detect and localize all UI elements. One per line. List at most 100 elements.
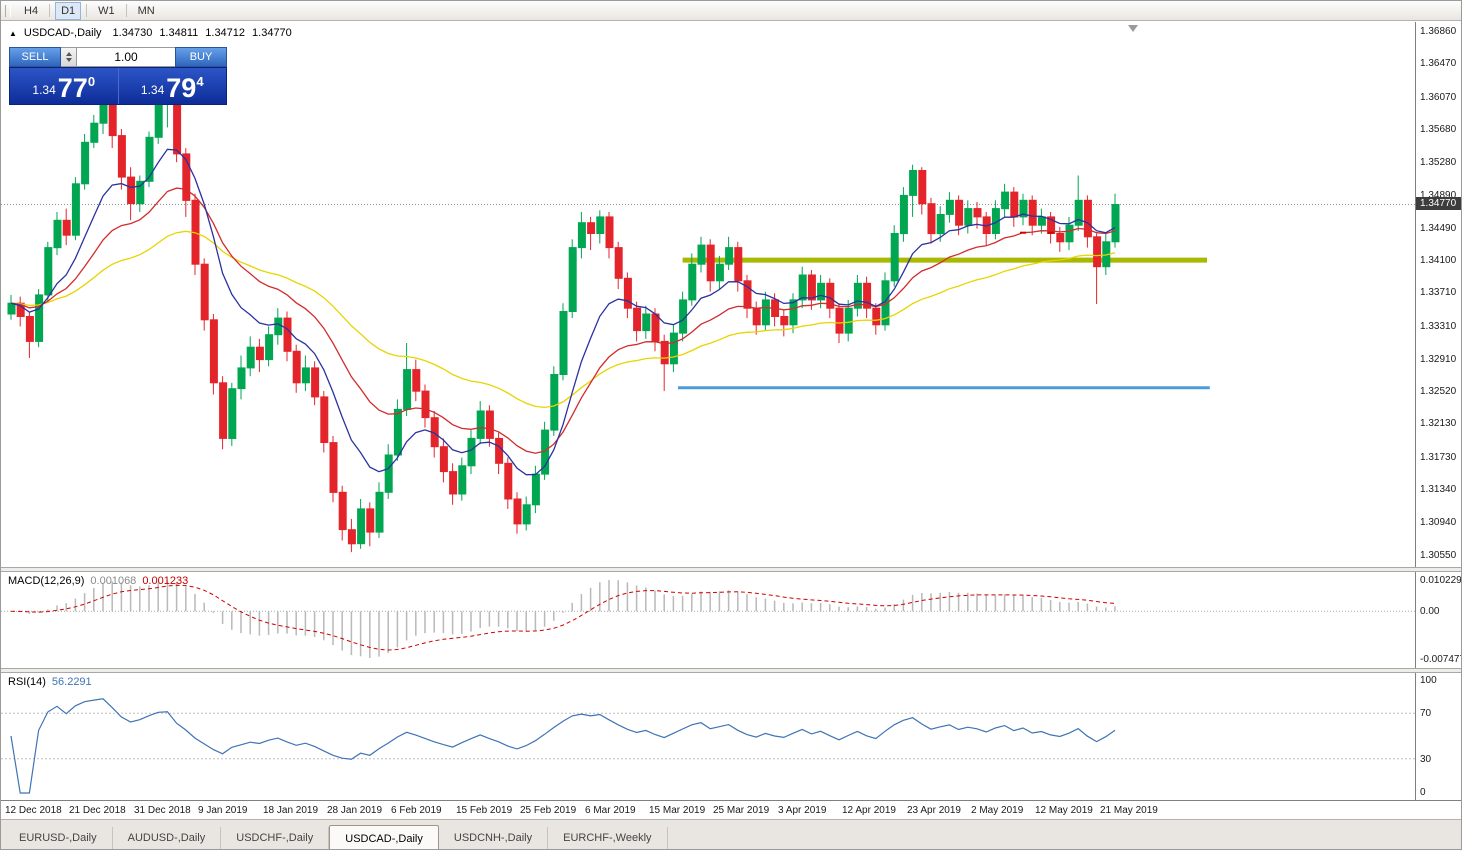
time-axis[interactable]: 12 Dec 2018 21 Dec 2018 31 Dec 2018 9 Jan 2… [1, 800, 1461, 819]
sell-price[interactable]: 1.34 77 0 [10, 68, 118, 104]
stepper-up-icon[interactable] [65, 52, 72, 56]
price-tick-label: 1.36470 [1420, 58, 1457, 69]
price-tick-label: 1.32910 [1420, 354, 1457, 365]
rsi-axis-label: 0 [1420, 787, 1426, 798]
date-tick-label: 23 Apr 2019 [907, 805, 961, 816]
date-tick-label: 28 Jan 2019 [327, 805, 383, 816]
rsi-axis-label: 70 [1420, 708, 1432, 719]
rsi-name: RSI(14) [8, 676, 46, 688]
date-tick-label: 15 Mar 2019 [649, 805, 706, 816]
toolbar-separator [86, 4, 88, 17]
sell-button[interactable]: SELL [9, 47, 61, 67]
price-tick-label: 1.32130 [1420, 418, 1457, 429]
price-tick-label: 1.35680 [1420, 124, 1457, 135]
date-tick-label: 12 Dec 2018 [5, 805, 62, 816]
price-tick-label: 1.31340 [1420, 484, 1457, 495]
ma-mid [10, 187, 1116, 454]
timeframe-button-h4[interactable]: H4 [24, 4, 39, 17]
chart-tab-audusd-daily[interactable]: AUDUSD-,Daily [113, 827, 222, 849]
price-tick-label: 1.36070 [1420, 92, 1457, 103]
candles [7, 84, 1120, 553]
date-tick-label: 6 Mar 2019 [585, 805, 636, 816]
chart-tab-eurusd-daily[interactable]: EURUSD-,Daily [4, 827, 113, 849]
stepper-down-icon[interactable] [65, 58, 72, 62]
rsi-axis-label: 30 [1420, 754, 1432, 765]
quote-divider [117, 68, 119, 104]
rsi-pane[interactable]: RSI(14) 56.2291 [1, 673, 1415, 800]
date-tick-label: 15 Feb 2019 [456, 805, 513, 816]
macd-pane[interactable]: MACD(12,26,9) 0.001068 0.001233 [1, 572, 1415, 668]
macd-axis-label: -0.007477 [1420, 654, 1462, 665]
date-tick-label: 12 Apr 2019 [842, 805, 896, 816]
volume-stepper[interactable] [61, 47, 77, 67]
date-tick-label: 3 Apr 2019 [778, 805, 827, 816]
macd-name: MACD(12,26,9) [8, 575, 85, 587]
moving-average-lines [10, 148, 1116, 476]
current-price-badge: 1.34770 [1416, 197, 1461, 210]
chart-tab-eurchf-weekly[interactable]: EURCHF-,Weekly [548, 827, 668, 849]
rsi-axis-label: 100 [1420, 675, 1437, 686]
price-tick-label: 1.35280 [1420, 157, 1457, 168]
buy-price[interactable]: 1.34 79 4 [119, 68, 227, 104]
price-tick-label: 1.30940 [1420, 517, 1457, 528]
price-tick-label: 1.34100 [1420, 255, 1457, 266]
macd-histogram [19, 580, 1116, 658]
date-tick-label: 31 Dec 2018 [134, 805, 191, 816]
date-tick-label: 9 Jan 2019 [198, 805, 248, 816]
macd-signal-value: 0.001233 [142, 575, 189, 587]
price-pane[interactable]: ▲ USDCAD-,Daily 1.34730 1.34811 1.34712 … [1, 22, 1415, 567]
date-tick-label: 6 Feb 2019 [391, 805, 442, 816]
date-tick-label: 25 Feb 2019 [520, 805, 577, 816]
rsi-line [10, 698, 1116, 794]
ohlc-low: 1.34712 [205, 27, 246, 39]
price-tick-label: 1.34890 [1420, 190, 1457, 201]
rsi-axis: 100 70 30 0 [1415, 673, 1461, 800]
price-tick-label: 1.33710 [1420, 287, 1457, 298]
date-tick-label: 18 Jan 2019 [263, 805, 319, 816]
volume-input[interactable] [77, 47, 175, 67]
timeframe-button-mn[interactable]: MN [137, 4, 155, 17]
buy-button[interactable]: BUY [175, 47, 227, 67]
price-tick-label: 1.33310 [1420, 321, 1457, 332]
timeframe-toolbar: H4 D1 W1 MN [1, 1, 1461, 21]
price-tick-label: 1.32520 [1420, 386, 1457, 397]
ohlc-high: 1.34811 [159, 27, 199, 39]
quote-display: 1.34 77 0 1.34 79 4 [9, 67, 227, 105]
symbol-period-label: USDCAD-,Daily [23, 27, 102, 39]
chart-tab-usdcnh-daily[interactable]: USDCNH-,Daily [439, 827, 549, 849]
ohlc-open: 1.34730 [112, 27, 153, 39]
rsi-value: 56.2291 [51, 676, 92, 688]
rsi-level-lines [1, 712, 1415, 760]
date-tick-label: 21 Dec 2018 [69, 805, 126, 816]
chart-tab-usdchf-daily[interactable]: USDCHF-,Daily [221, 827, 330, 849]
price-tick-label: 1.34490 [1420, 223, 1457, 234]
chart-tabs: EURUSD-,Daily AUDUSD-,Daily USDCHF-,Daily U… [1, 819, 1461, 849]
buy-price-big: 79 [166, 73, 197, 104]
timeframe-button-w1[interactable]: W1 [98, 4, 115, 17]
price-tick-label: 1.31730 [1420, 452, 1457, 463]
macd-axis: 0.010229 0.00 -0.007477 [1415, 572, 1462, 668]
date-tick-label: 25 Mar 2019 [713, 805, 770, 816]
price-axis: 1.36860 1.36470 1.36070 1.35680 1.35280 1.348… [1415, 22, 1461, 567]
macd-label: MACD(12,26,9) 0.001068 0.001233 [8, 575, 188, 587]
pane-separator[interactable] [1, 567, 1461, 572]
buy-price-pipette: 4 [196, 74, 204, 89]
chart-tab-usdcad-daily[interactable]: USDCAD-,Daily [329, 825, 439, 849]
toolbar-separator [125, 4, 127, 17]
pane-separator[interactable] [1, 668, 1461, 673]
window-icon: ▲ [9, 28, 17, 38]
macd-axis-label: 0.010229 [1420, 575, 1462, 586]
toolbar-separator [49, 4, 51, 17]
timeframe-button-d1[interactable]: D1 [55, 1, 82, 20]
toolbar-grip[interactable] [5, 4, 11, 17]
price-tick-label: 1.30550 [1420, 550, 1457, 561]
sell-price-pipette: 0 [87, 74, 96, 89]
date-tick-label: 2 May 2019 [971, 805, 1024, 816]
chart-title: ▲ USDCAD-,Daily 1.34730 1.34811 1.34712 … [9, 27, 292, 39]
chart-shift-marker-icon[interactable] [1128, 25, 1138, 32]
macd-axis-label: 0.00 [1420, 606, 1440, 617]
price-tick-label: 1.36860 [1420, 26, 1457, 37]
buy-price-prefix: 1.34 [140, 83, 165, 97]
timeframe-buttons: H4 D1 W1 MN [17, 1, 162, 20]
